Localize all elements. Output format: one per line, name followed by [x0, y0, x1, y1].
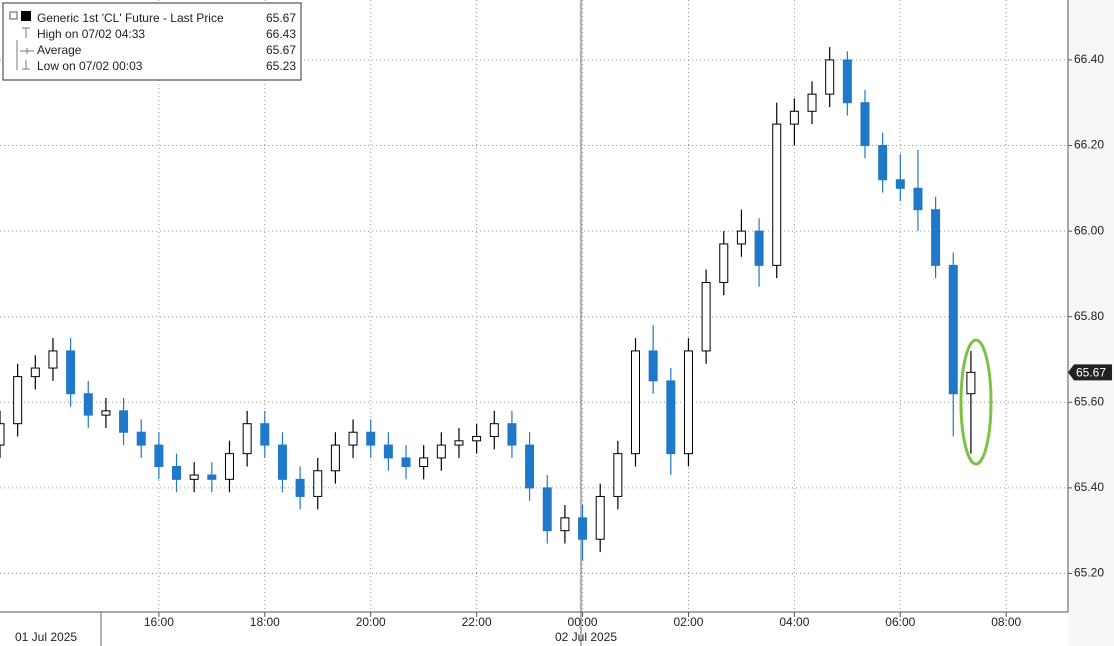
candle-body: [436, 444, 446, 459]
candle-body: [772, 123, 782, 266]
candle-body: [789, 110, 799, 125]
candle-body: [507, 423, 517, 446]
candle-body: [931, 209, 941, 266]
candle-body: [295, 478, 305, 497]
legend-value: 65.67: [266, 11, 296, 25]
last-price-tag: 65.67: [1068, 364, 1112, 381]
legend-label: Average: [37, 43, 82, 57]
candle-body: [860, 102, 870, 147]
candle-body: [948, 264, 958, 395]
candle-body: [313, 470, 323, 497]
candle-body: [207, 474, 217, 480]
legend-icon: [16, 27, 30, 70]
candle-body: [66, 350, 76, 395]
y-tick-label: 66.40: [1074, 52, 1104, 66]
candle-body: [0, 423, 5, 446]
x-tick-label: 02:00: [673, 615, 703, 629]
last-price-marker: [1068, 364, 1112, 381]
candle-body: [13, 376, 23, 425]
candle-body: [683, 350, 693, 455]
y-tick-label: 66.20: [1074, 138, 1104, 152]
legend-label: High on 07/02 04:33: [37, 27, 145, 41]
candle-body: [807, 93, 817, 112]
y-tick-label: 65.60: [1074, 394, 1104, 408]
candle-body: [260, 423, 270, 446]
candle-body: [595, 495, 605, 540]
y-axis-area: [1068, 0, 1114, 646]
candle-body: [224, 453, 234, 480]
candle-body: [825, 59, 835, 95]
candle-body: [242, 423, 252, 455]
legend-label: Low on 07/02 00:03: [37, 59, 143, 73]
candle-body: [348, 431, 358, 446]
candle-body: [754, 230, 764, 266]
candle-body: [631, 350, 641, 455]
candle-body: [154, 444, 164, 467]
x-tick-label: 20:00: [356, 615, 386, 629]
x-tick-label: 06:00: [885, 615, 915, 629]
x-tick-label: 04:00: [779, 615, 809, 629]
candle-body: [966, 371, 976, 395]
candle-body: [383, 444, 393, 459]
x-tick-label: 18:00: [250, 615, 280, 629]
legend: Generic 1st 'CL' Future - Last Price 65.6…: [2, 2, 302, 81]
y-tick-label: 65.40: [1074, 480, 1104, 494]
y-tick-label: 66.00: [1074, 223, 1104, 237]
legend-icon: [20, 48, 34, 54]
candle-body: [48, 350, 58, 369]
x-tick-label: 08:00: [991, 615, 1021, 629]
candle-body: [542, 487, 552, 532]
candle-body: [189, 474, 199, 480]
candle-body: [719, 243, 729, 283]
date-label: 01 Jul 2025: [15, 630, 77, 644]
candle-body: [842, 59, 852, 104]
legend-value: 65.67: [266, 43, 296, 57]
candle-body: [330, 444, 340, 472]
candle-body: [119, 410, 129, 433]
legend-box: [2, 2, 302, 81]
candle-body: [277, 444, 287, 480]
candle-body: [895, 179, 905, 189]
candle-body: [701, 281, 711, 352]
candle-body: [472, 436, 482, 442]
candle-body: [736, 230, 746, 245]
last-price-label: 65.67: [1076, 366, 1106, 380]
candle-body: [101, 410, 111, 416]
legend-icon: [22, 60, 30, 70]
candle-body: [878, 145, 888, 181]
y-tick-label: 65.20: [1074, 566, 1104, 580]
plot-area: [0, 0, 1068, 612]
legend-value: 65.23: [266, 59, 296, 73]
candles: [0, 0, 1068, 612]
legend-value: 66.43: [266, 27, 296, 41]
highlight-ellipse: [959, 338, 993, 466]
candle-body: [401, 457, 411, 467]
date-label: 02 Jul 2025: [555, 630, 617, 644]
x-tick-label: 16:00: [144, 615, 174, 629]
legend-toggle: [9, 11, 18, 20]
legend-swatch: [21, 11, 31, 21]
y-tick-label: 65.80: [1074, 309, 1104, 323]
candle-body: [613, 453, 623, 497]
candle-body: [172, 465, 182, 480]
candle-body: [560, 517, 570, 532]
candle-body: [648, 350, 658, 382]
candle-body: [136, 431, 146, 446]
x-tick-label: 00:00: [568, 615, 598, 629]
candle-body: [419, 457, 429, 467]
candle-body: [525, 444, 535, 489]
candle-body: [366, 431, 376, 446]
legend-label: Generic 1st 'CL' Future - Last Price: [37, 11, 224, 25]
candle-body: [913, 187, 923, 211]
candle-body: [666, 380, 676, 455]
x-tick-label: 22:00: [462, 615, 492, 629]
candle-body: [489, 423, 499, 438]
candle-body: [578, 517, 588, 540]
candle-body: [30, 367, 40, 378]
candle-body: [454, 440, 464, 446]
candle-body: [83, 393, 93, 416]
